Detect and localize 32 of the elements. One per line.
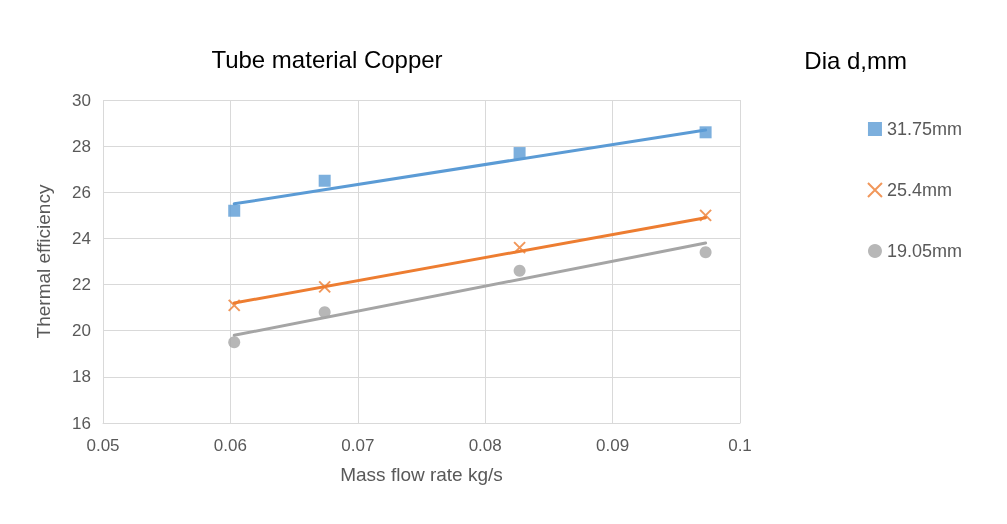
x-tick-label: 0.08 (468, 436, 502, 455)
y-tick-label: 30 (72, 90, 91, 110)
y-tick-label: 18 (72, 367, 91, 387)
x-tick-label: 0.09 (596, 436, 630, 455)
y-tick-label: 22 (72, 275, 91, 295)
legend-label: 19.05mm (886, 241, 963, 261)
point (228, 204, 241, 217)
x-axis-title: Mass flow rate kg/s (340, 464, 503, 485)
point (318, 280, 332, 294)
chart-title: Tube material Copper (211, 45, 443, 73)
y-tick-label: 16 (72, 413, 91, 433)
legend-label: 25.4mm (886, 180, 952, 200)
y-tick-label: 20 (72, 321, 91, 341)
x-tick-label: 0.1 (728, 436, 752, 455)
y-tick-label: 24 (72, 228, 91, 248)
y-tick-label: 28 (72, 136, 91, 156)
point (513, 264, 526, 277)
x-tick-label: 0.06 (213, 436, 247, 455)
point (513, 147, 526, 160)
point (513, 241, 527, 255)
y-tick-label: 26 (72, 182, 91, 202)
point (228, 336, 241, 349)
point (318, 174, 331, 187)
legend-label: 31.75mm (886, 119, 963, 139)
point (699, 208, 713, 222)
x-tick-label: 0.07 (341, 436, 375, 455)
y-axis-title: Thermal efficiency (33, 184, 54, 339)
x-tick-label: 0.05 (86, 436, 120, 455)
legend-title: Dia d,mm (804, 46, 908, 74)
point (699, 246, 712, 259)
point (699, 126, 712, 139)
point (227, 298, 241, 312)
